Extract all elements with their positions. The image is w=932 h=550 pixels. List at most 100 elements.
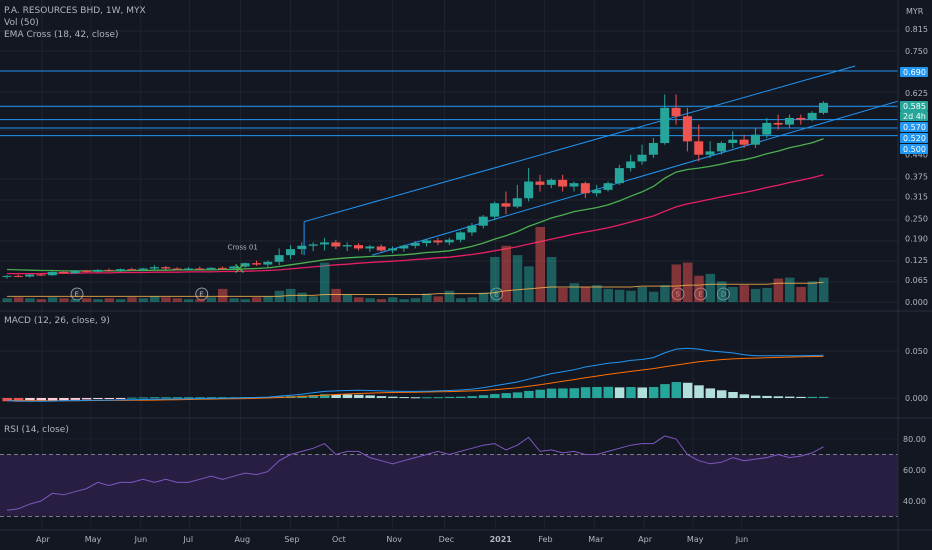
macd-histogram-bar[interactable] — [365, 395, 375, 398]
candle-body[interactable] — [172, 268, 182, 270]
macd-histogram-bar[interactable] — [399, 397, 409, 399]
candle-body[interactable] — [716, 143, 726, 152]
macd-histogram-bar[interactable] — [354, 394, 364, 398]
macd-histogram-bar[interactable] — [478, 395, 489, 398]
macd-histogram-bar[interactable] — [388, 396, 398, 398]
candle-body[interactable] — [206, 267, 216, 270]
candle-body[interactable] — [728, 139, 738, 144]
macd-histogram-bar[interactable] — [750, 395, 761, 398]
macd-histogram-bar[interactable] — [626, 387, 636, 398]
macd-line[interactable] — [6, 347, 824, 402]
candle-body[interactable] — [671, 107, 681, 117]
candle-body[interactable] — [648, 143, 658, 155]
candle-body[interactable] — [59, 271, 69, 274]
ema-slow-line[interactable] — [7, 174, 824, 275]
candle-body[interactable] — [762, 122, 772, 135]
candle-body[interactable] — [512, 198, 522, 207]
candle-body[interactable] — [354, 245, 364, 249]
macd-histogram-bar[interactable] — [59, 398, 69, 401]
candle-body[interactable] — [614, 168, 624, 184]
candle-body[interactable] — [422, 240, 432, 244]
candle-body[interactable] — [501, 203, 511, 207]
macd-histogram-bar[interactable] — [648, 387, 659, 398]
macd-histogram-bar[interactable] — [70, 398, 81, 400]
candle-body[interactable] — [342, 245, 352, 247]
candle-body[interactable] — [694, 141, 704, 155]
candle-body[interactable] — [456, 232, 466, 240]
macd-pane[interactable] — [2, 347, 829, 402]
candle-body[interactable] — [784, 117, 794, 125]
candle-body[interactable] — [2, 275, 12, 277]
candle-body[interactable] — [388, 248, 398, 251]
macd-histogram-bar[interactable] — [206, 397, 217, 399]
candle-body[interactable] — [115, 269, 125, 271]
macd-histogram-bar[interactable] — [467, 396, 477, 398]
macd-histogram-bar[interactable] — [660, 384, 670, 398]
candle-body[interactable] — [70, 270, 80, 274]
candle-body[interactable] — [796, 117, 806, 120]
macd-signal-line[interactable] — [7, 355, 824, 402]
candle-body[interactable] — [603, 183, 613, 190]
macd-histogram-bar[interactable] — [728, 391, 738, 398]
candle-body[interactable] — [535, 181, 545, 185]
macd-histogram-bar[interactable] — [376, 396, 387, 398]
candle-body[interactable] — [161, 267, 171, 269]
candle-body[interactable] — [818, 102, 828, 113]
macd-histogram-bar[interactable] — [603, 386, 614, 398]
macd-histogram-bar[interactable] — [739, 394, 750, 398]
macd-histogram-bar[interactable] — [456, 396, 466, 398]
macd-histogram-bar[interactable] — [535, 389, 545, 398]
currency-label[interactable]: MYR — [906, 7, 924, 16]
candle-body[interactable] — [138, 268, 148, 270]
macd-histogram-bar[interactable] — [501, 393, 511, 398]
macd-histogram-bar[interactable] — [614, 387, 625, 398]
candle-body[interactable] — [25, 274, 35, 277]
macd-legend[interactable]: MACD (12, 26, close, 9) — [4, 316, 110, 326]
macd-histogram-bar[interactable] — [422, 397, 432, 399]
macd-histogram-bar[interactable] — [161, 397, 171, 399]
candle-body[interactable] — [444, 239, 454, 243]
macd-histogram-bar[interactable] — [149, 397, 160, 399]
candle-body[interactable] — [13, 275, 23, 277]
candle-body[interactable] — [263, 261, 273, 265]
candle-body[interactable] — [773, 122, 783, 125]
macd-histogram-bar[interactable] — [773, 396, 784, 398]
macd-histogram-bar[interactable] — [47, 398, 58, 401]
macd-histogram-bar[interactable] — [694, 385, 704, 398]
price-tag[interactable] — [900, 111, 928, 121]
candle-body[interactable] — [592, 189, 602, 194]
macd-histogram-bar[interactable] — [558, 388, 568, 398]
macd-histogram-bar[interactable] — [331, 394, 341, 398]
candle-body[interactable] — [81, 270, 91, 272]
macd-histogram-bar[interactable] — [512, 392, 523, 398]
candle-body[interactable] — [251, 263, 261, 265]
candle-body[interactable] — [36, 274, 46, 276]
macd-histogram-bar[interactable] — [524, 390, 534, 398]
macd-histogram-bar[interactable] — [115, 398, 126, 399]
candle-body[interactable] — [546, 179, 556, 185]
candle-body[interactable] — [376, 246, 386, 251]
price-tag[interactable] — [900, 101, 928, 111]
macd-histogram-bar[interactable] — [716, 390, 727, 398]
price-tag[interactable] — [900, 122, 928, 132]
candle-body[interactable] — [195, 268, 205, 270]
candle-body[interactable] — [240, 263, 250, 267]
macd-histogram-bar[interactable] — [796, 396, 806, 398]
candle-body[interactable] — [149, 267, 159, 269]
candle-body[interactable] — [626, 161, 636, 169]
rsi-line[interactable] — [6, 435, 824, 511]
rsi-pane[interactable] — [0, 435, 898, 517]
macd-histogram-bar[interactable] — [13, 398, 24, 402]
macd-histogram-bar[interactable] — [433, 397, 443, 399]
candle-body[interactable] — [274, 255, 284, 262]
candle-body[interactable] — [705, 151, 715, 155]
macd-histogram-bar[interactable] — [138, 397, 149, 399]
candle-body[interactable] — [104, 269, 114, 271]
macd-histogram-bar[interactable] — [342, 394, 353, 398]
candle-body[interactable] — [331, 242, 341, 247]
macd-histogram-bar[interactable] — [580, 387, 591, 398]
macd-histogram-bar[interactable] — [592, 387, 602, 398]
rsi-legend[interactable]: RSI (14, close) — [4, 425, 69, 435]
symbol-title[interactable]: P.A. RESOURCES BHD, 1W, MYX — [4, 6, 146, 16]
candle-body[interactable] — [399, 245, 409, 249]
